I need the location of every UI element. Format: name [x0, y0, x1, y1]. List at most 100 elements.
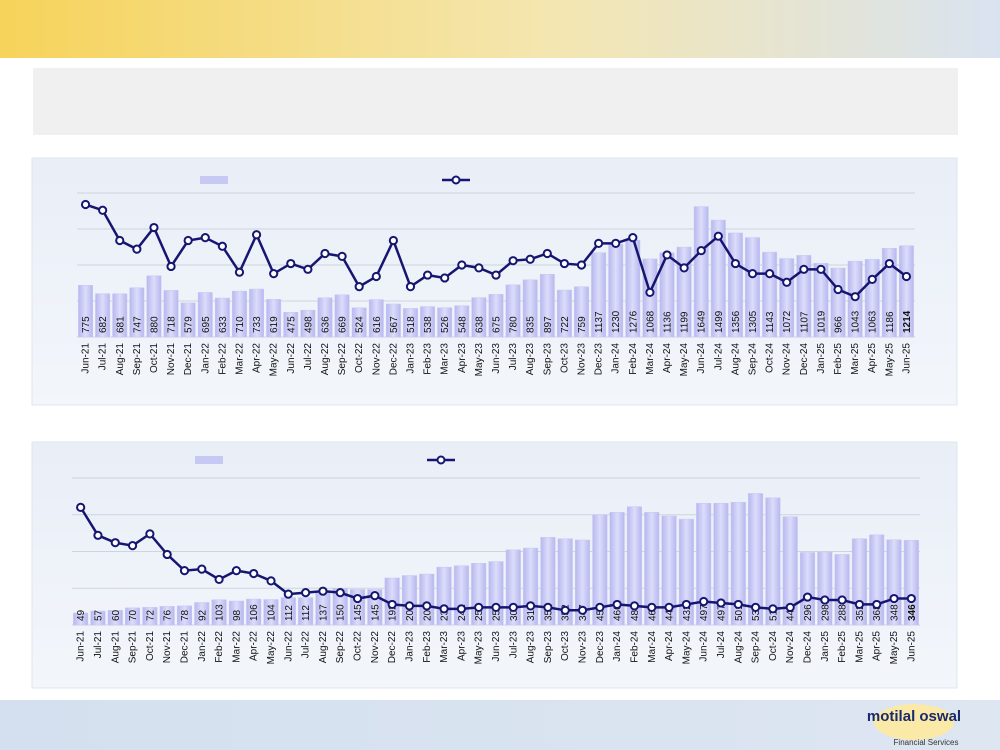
line-marker: [837, 595, 847, 605]
x-tick-label: Aug-23: [525, 343, 536, 376]
line-marker: [162, 549, 172, 560]
line-marker: [303, 264, 313, 274]
data-label: 636: [320, 316, 331, 333]
x-tick-label: Oct-24: [765, 343, 776, 373]
bar: [95, 293, 111, 338]
bar: [176, 605, 193, 626]
line-marker: [543, 602, 553, 612]
x-tick-label: Mar-25: [850, 343, 861, 375]
line-marker: [696, 246, 706, 256]
data-label: 501: [734, 604, 745, 621]
line-marker: [491, 602, 501, 612]
x-tick-label: Jun-25: [906, 631, 917, 662]
data-label: 137: [318, 604, 329, 621]
line-marker: [405, 282, 416, 292]
line-marker: [526, 601, 536, 611]
line-marker: [318, 586, 328, 596]
data-label: 1186: [885, 311, 896, 333]
header-band: [0, 0, 1000, 58]
line-marker: [611, 238, 621, 248]
data-label: 112: [284, 605, 295, 621]
bar: [903, 539, 919, 626]
legend-marker: [451, 175, 461, 185]
bar: [574, 286, 589, 338]
line-marker: [647, 602, 657, 612]
bar: [194, 602, 210, 626]
bar: [834, 554, 850, 626]
bar: [146, 275, 162, 338]
line-marker: [76, 502, 86, 512]
line-marker: [422, 601, 432, 611]
x-tick-label: May-25: [889, 631, 900, 665]
data-label: 1068: [645, 310, 656, 333]
data-label: 497: [716, 604, 727, 621]
bar: [90, 610, 106, 626]
x-tick-label: Apr-22: [252, 343, 263, 373]
data-label: 192: [388, 604, 399, 621]
x-tick-label: May-22: [269, 343, 280, 377]
line-marker: [352, 593, 363, 604]
title-box: [33, 68, 958, 135]
data-label: 524: [355, 316, 366, 333]
line-marker: [906, 593, 916, 604]
bar: [283, 312, 299, 338]
data-label: 538: [423, 316, 434, 333]
x-tick-label: Apr-24: [664, 631, 675, 661]
data-label: 1305: [748, 310, 759, 333]
data-label: 288: [838, 604, 849, 621]
data-label: 1063: [868, 310, 879, 333]
line-marker: [439, 604, 449, 614]
x-tick-label: Nov-23: [577, 343, 588, 376]
bar: [710, 219, 726, 338]
data-label: 150: [336, 604, 347, 621]
x-tick-label: Jan-23: [404, 631, 415, 662]
line-marker: [785, 602, 795, 612]
bar: [437, 307, 453, 338]
data-label: 259: [492, 604, 503, 621]
data-label: 314: [526, 604, 537, 621]
x-tick-label: Jul-24: [716, 631, 727, 659]
line-marker: [474, 602, 484, 612]
x-tick-label: Feb-22: [214, 631, 225, 663]
data-label: 880: [149, 316, 160, 333]
data-label: 112: [301, 605, 312, 621]
data-label: 1043: [851, 310, 862, 333]
line-marker: [474, 263, 484, 273]
line-marker: [867, 274, 877, 284]
x-tick-label: Jul-23: [508, 343, 519, 371]
data-label: 681: [115, 316, 126, 333]
data-label: 710: [235, 316, 246, 333]
bar: [539, 274, 555, 338]
x-tick-label: Oct-23: [559, 343, 570, 373]
x-tick-label: Nov-22: [370, 631, 381, 664]
line-marker: [594, 238, 604, 248]
data-label: 518: [406, 316, 417, 333]
bar: [591, 252, 607, 338]
line-marker: [765, 269, 775, 279]
x-tick-label: Dec-21: [179, 631, 190, 664]
x-tick-label: Aug-24: [730, 343, 741, 376]
x-tick-label: Dec-23: [594, 343, 605, 376]
data-label: 835: [526, 316, 537, 333]
bar: [881, 248, 897, 338]
bar: [112, 293, 128, 338]
line-marker: [491, 270, 501, 280]
data-label: 1137: [594, 311, 605, 333]
bar: [78, 285, 93, 338]
x-tick-label: Feb-23: [422, 631, 433, 663]
bar: [73, 612, 89, 626]
x-tick-label: Jul-21: [98, 343, 109, 371]
bar: [107, 610, 123, 626]
line-marker: [371, 271, 381, 282]
x-tick-label: May-25: [884, 343, 895, 377]
line-marker: [251, 230, 262, 240]
line-marker: [249, 568, 259, 579]
line-marker: [679, 263, 689, 273]
x-tick-label: Jun-23: [491, 343, 502, 374]
bar: [317, 297, 333, 338]
line-marker: [231, 566, 242, 576]
line-marker: [301, 588, 311, 598]
x-tick-label: Oct-21: [149, 343, 160, 373]
data-label: 759: [577, 316, 588, 333]
